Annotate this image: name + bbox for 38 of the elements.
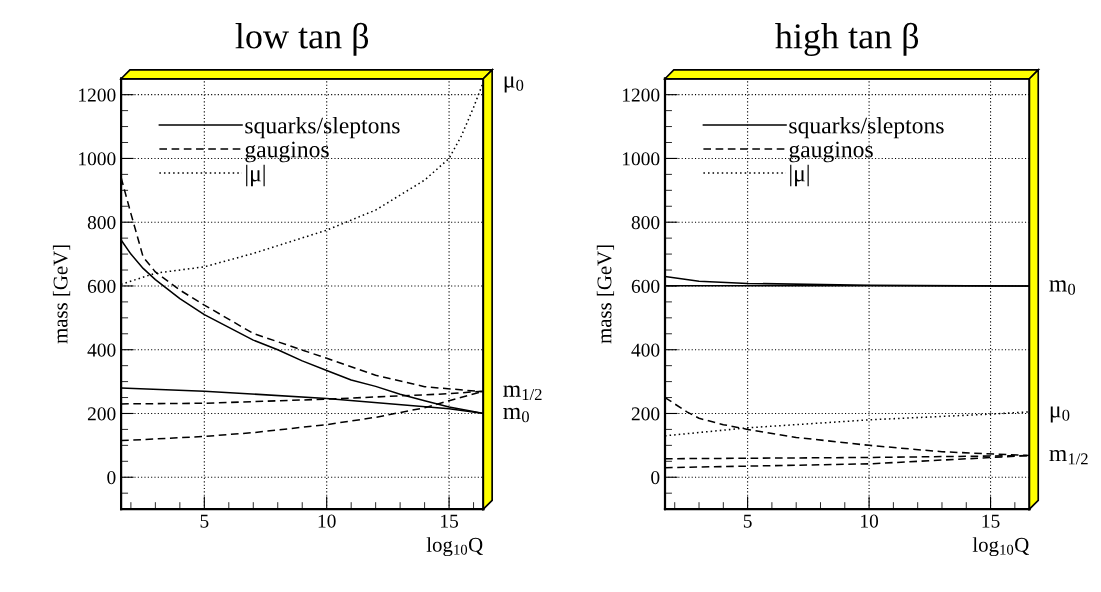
- y-tick-label: 200: [631, 407, 660, 421]
- text: m$_{1/2}$: [503, 385, 542, 401]
- y-tick-label: 1000: [79, 152, 116, 166]
- chart-title: high tan β: [775, 22, 919, 56]
- text: μ$_{0}$: [504, 76, 524, 93]
- y-tick-label: 200: [87, 407, 116, 421]
- legend-label: gauginos: [245, 141, 329, 163]
- legend-label: |μ|: [790, 164, 809, 187]
- legend-label: gauginos: [789, 141, 873, 163]
- legend-label: squarks/sleptons: [789, 116, 944, 139]
- y-tick-label: 400: [87, 343, 116, 357]
- x-axis-title: log$_{10}$Q: [426, 537, 483, 557]
- x-tick-label: 5: [743, 514, 752, 528]
- y-axis-title: mass [GeV]: [596, 245, 615, 344]
- x-tick-label: 15: [982, 514, 1000, 528]
- x-tick-label: 10: [861, 514, 879, 528]
- y-tick-label: 1200: [622, 88, 660, 102]
- legend-label: squarks/sleptons: [245, 116, 400, 139]
- y-tick-label: 800: [631, 216, 660, 230]
- y-tick-label: 0: [107, 471, 116, 485]
- y-tick-label: 1200: [79, 88, 116, 102]
- x-axis-title: log$_{10}$Q: [972, 537, 1029, 557]
- text: m$_{0}$: [1049, 280, 1076, 295]
- text: m$_{0}$: [503, 407, 529, 423]
- x-tick-label: 10: [318, 514, 336, 528]
- x-tick-label: 5: [200, 514, 209, 528]
- x-tick-label: 15: [441, 514, 459, 528]
- y-tick-label: 600: [87, 279, 116, 293]
- y-axis-title: mass [GeV]: [52, 245, 71, 344]
- text: μ$_{0}$: [1050, 406, 1070, 423]
- y-tick-label: 400: [631, 343, 660, 357]
- y-tick-label: 800: [87, 216, 116, 230]
- text: m$_{1/2}$: [1049, 449, 1088, 465]
- y-tick-label: 1000: [622, 152, 660, 166]
- y-tick-label: 0: [651, 471, 660, 485]
- legend-label: |μ|: [246, 164, 265, 187]
- chart-title: low tan β: [235, 22, 369, 56]
- y-tick-label: 600: [631, 279, 660, 293]
